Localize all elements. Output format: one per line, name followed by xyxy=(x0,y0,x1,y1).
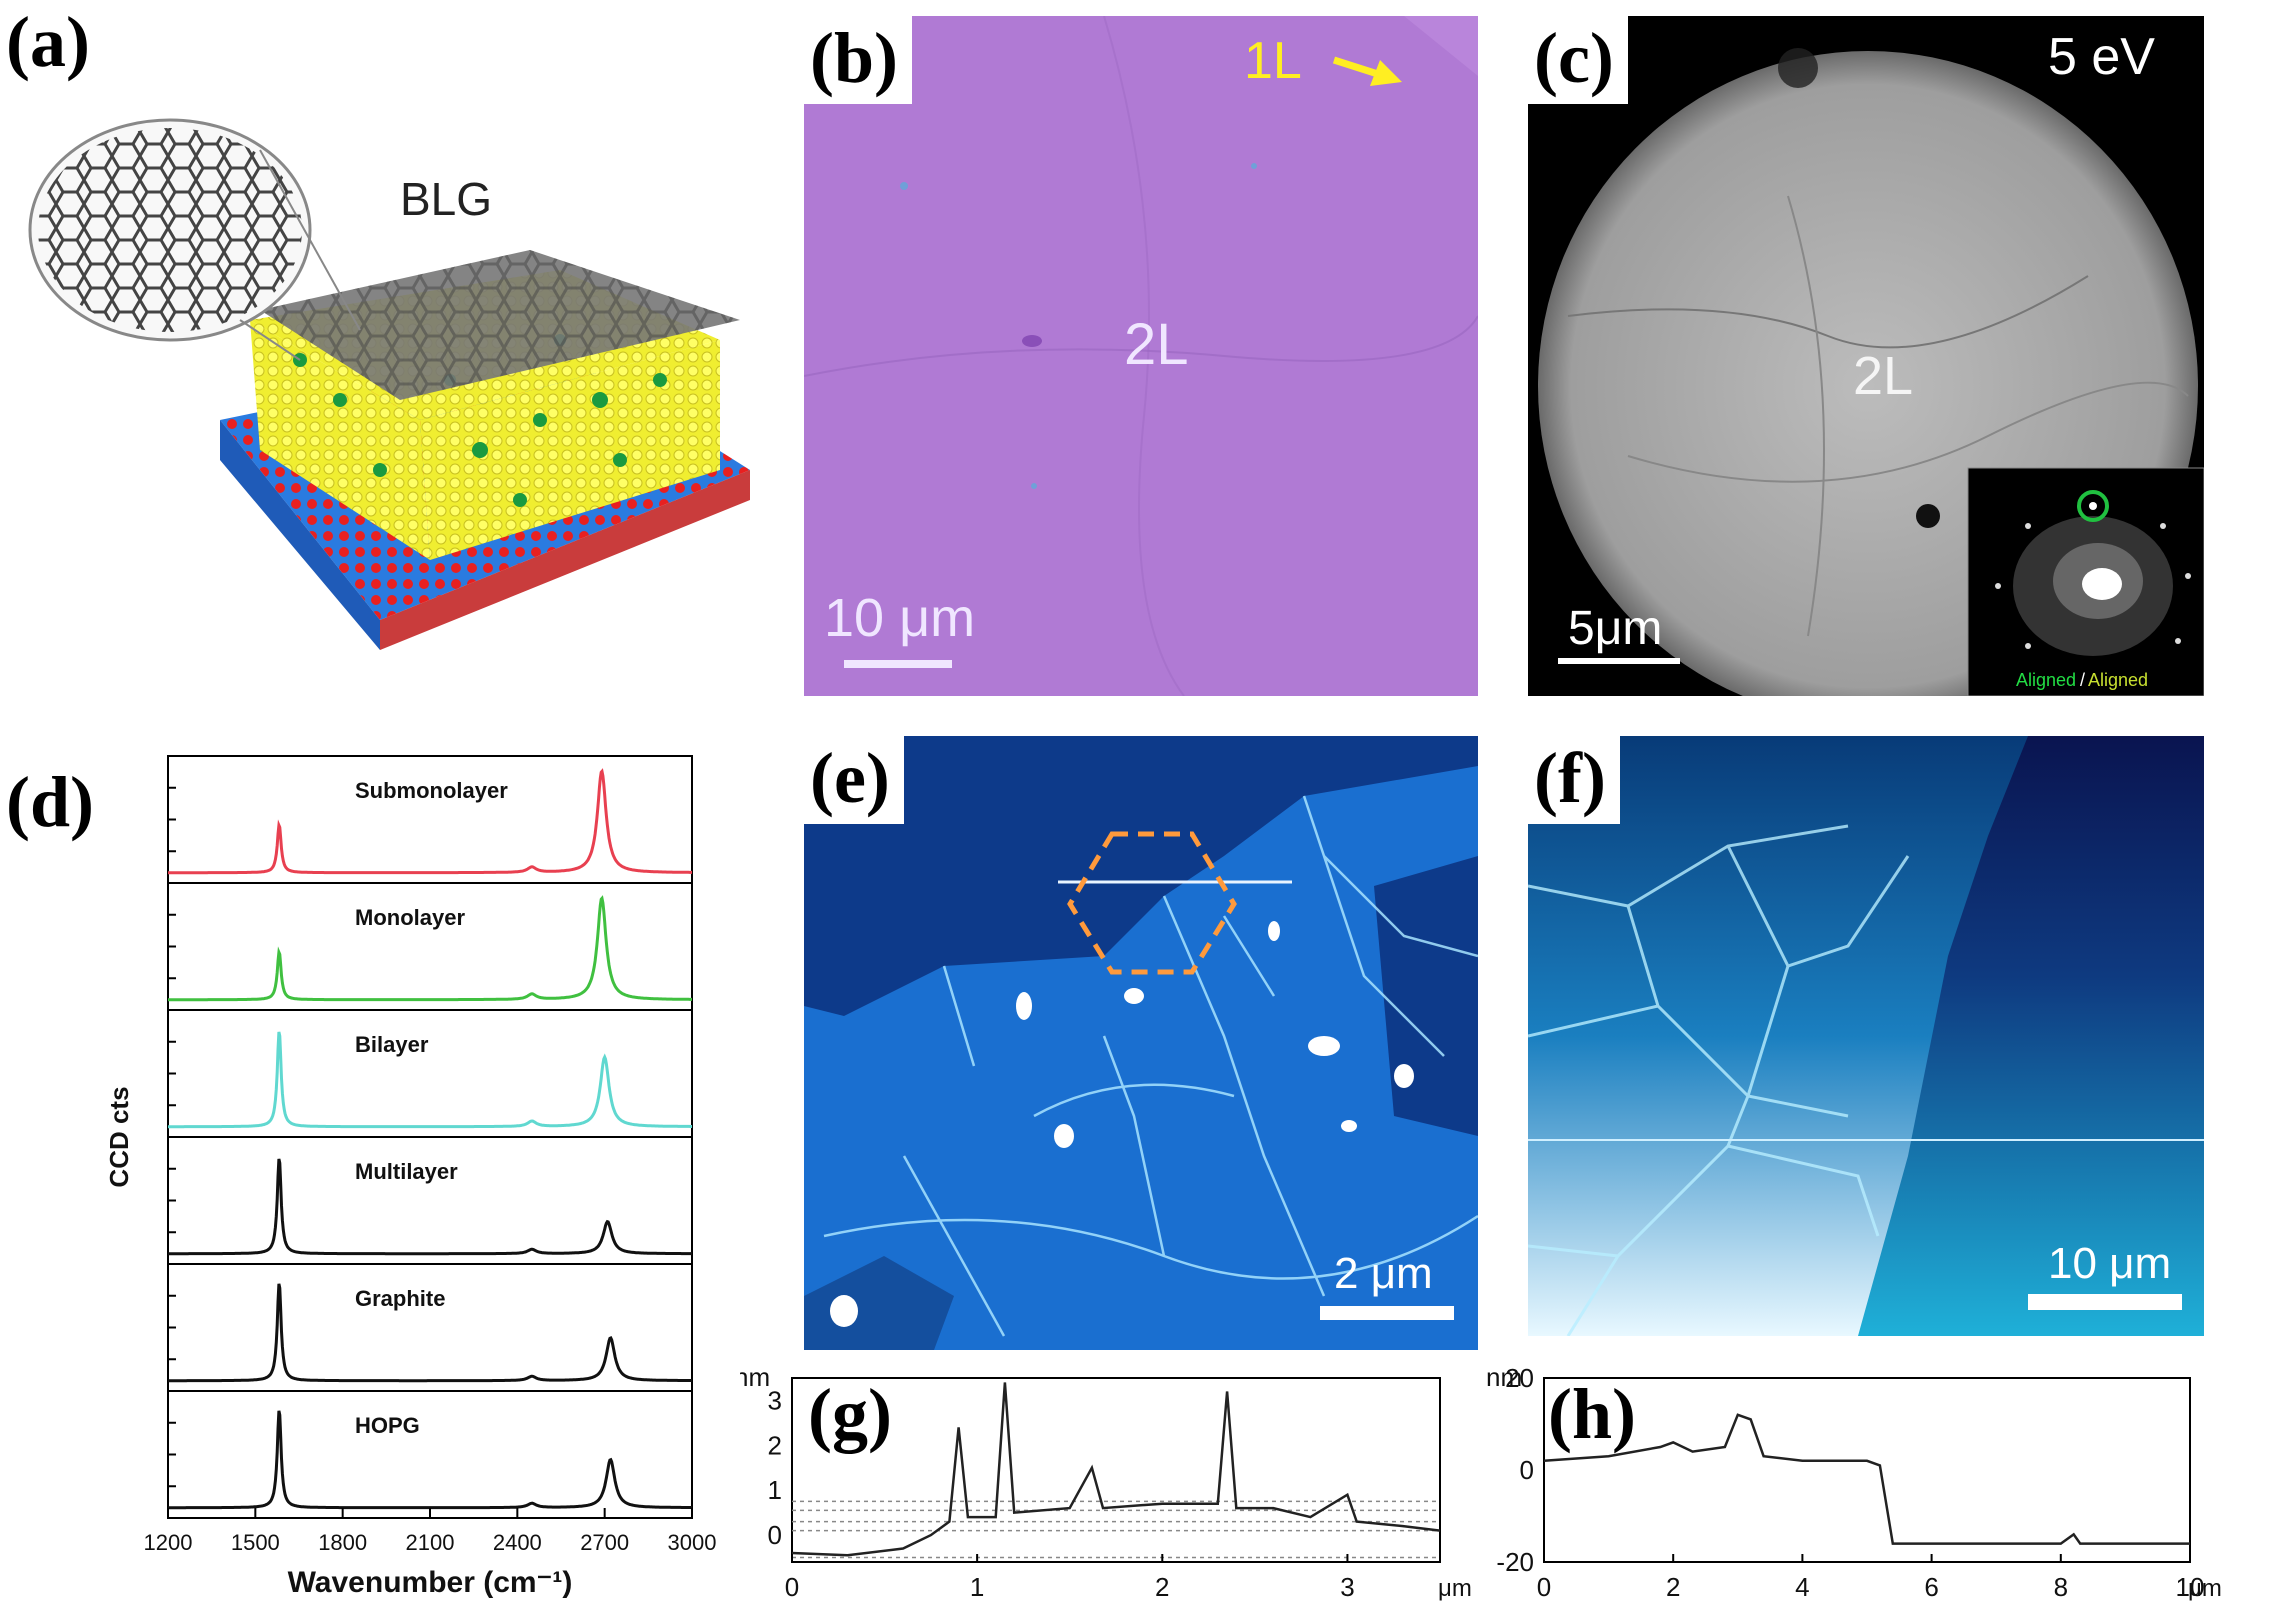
panel-label-e: (e) xyxy=(804,736,904,824)
hexagon-outline xyxy=(1067,831,1237,975)
x-tick-label: 0 xyxy=(785,1572,799,1602)
spectrum-name: Graphite xyxy=(355,1286,445,1311)
inset-text-aligned-1: Aligned xyxy=(2016,670,2076,690)
panel-c: 5 eV 2L 5μm Aligned / Aligned (c) xyxy=(1528,16,2204,696)
spectrum-name: Multilayer xyxy=(355,1159,458,1184)
x-tick-label: 4 xyxy=(1795,1572,1809,1602)
y-tick-label: -20 xyxy=(1496,1547,1534,1577)
x-unit-label: μm xyxy=(2188,1575,2222,1602)
panel-label-g: (g) xyxy=(808,1374,892,1454)
panel-label-b: (b) xyxy=(804,16,912,104)
scalebar xyxy=(2028,1294,2182,1310)
x-tick-label: 1200 xyxy=(144,1530,193,1555)
spectrum-name: HOPG xyxy=(355,1413,420,1438)
spectrum-frame xyxy=(167,1009,693,1138)
afm-image-e: 2 μm xyxy=(804,736,1478,1350)
panel-label-a: (a) xyxy=(0,0,104,88)
x-tick-label: 2400 xyxy=(493,1530,542,1555)
scalebar-text: 2 μm xyxy=(1334,1249,1433,1298)
panel-d: Submonolayer Monolayer Bilayer Multilayer Gr… xyxy=(0,740,720,1622)
panel-h: 0 2 4 6 8 10 -20 0 20 μm nm (h) xyxy=(1480,1350,2272,1622)
x-tick-label: 3 xyxy=(1340,1572,1354,1602)
spectrum-line xyxy=(168,1410,692,1510)
panel-label-c: (c) xyxy=(1528,16,1628,104)
spectrum-line xyxy=(168,1158,692,1256)
x-tick-label: 10 xyxy=(2176,1572,2205,1602)
x-tick-label: 1 xyxy=(970,1572,984,1602)
x-tick-label: 2 xyxy=(1666,1572,1680,1602)
x-tick-label: 1800 xyxy=(318,1530,367,1555)
inset-text-sep: / xyxy=(2080,670,2085,690)
spectrum-frame xyxy=(167,882,693,1011)
y-tick-label: 0 xyxy=(768,1520,782,1550)
plot-frame xyxy=(1543,1377,2191,1563)
y-unit-label: nm xyxy=(1486,1362,1522,1392)
y-tick-label: 3 xyxy=(768,1385,782,1415)
spectrum-line xyxy=(168,768,692,875)
spectrum-frame xyxy=(167,1136,693,1265)
x-tick-label: 8 xyxy=(2054,1572,2068,1602)
spectrum-name: Submonolayer xyxy=(355,778,508,803)
x-tick-label: 2100 xyxy=(406,1530,455,1555)
panel-a: BLG (a) xyxy=(0,0,770,700)
bilayer-graphene-schematic: BLG xyxy=(28,118,750,650)
y-tick-label: 20 xyxy=(1505,1363,1534,1393)
panel-label-d: (d) xyxy=(0,760,108,848)
spectrum-frame xyxy=(167,1390,693,1519)
profile-line xyxy=(791,1382,1441,1557)
spectrum-frame xyxy=(167,1263,693,1392)
x-tick-label: 3000 xyxy=(668,1530,717,1555)
spectrum-name: Monolayer xyxy=(355,905,465,930)
leem-image: 5 eV 2L 5μm Aligned / Aligned xyxy=(1538,28,2204,696)
x-tick-label: 0 xyxy=(1537,1572,1551,1602)
panel-f: 10 μm (f) xyxy=(1528,736,2204,1336)
scalebar-text: 10 μm xyxy=(824,588,975,648)
scalebar-text: 5μm xyxy=(1568,602,1662,655)
yellow-arrow-icon xyxy=(1332,56,1402,86)
x-unit-label: μm xyxy=(1438,1575,1472,1602)
y-tick-label: 0 xyxy=(1520,1455,1534,1485)
scalebar xyxy=(844,660,952,668)
x-tick-label: 6 xyxy=(1924,1572,1938,1602)
blg-label: BLG xyxy=(400,173,492,225)
leed-inset: Aligned / Aligned xyxy=(1967,467,2204,696)
raman-chart: Submonolayer Monolayer Bilayer Multilayer Gr… xyxy=(104,755,717,1599)
label-1l: 1L xyxy=(1244,32,1302,90)
x-tick-label: 1500 xyxy=(231,1530,280,1555)
spectrum-name: Bilayer xyxy=(355,1032,429,1057)
panel-label-f: (f) xyxy=(1528,736,1620,824)
energy-label: 5 eV xyxy=(2048,28,2155,86)
inset-text-aligned-2: Aligned xyxy=(2088,670,2148,690)
optical-image: 1L 2L 10 μm xyxy=(804,16,1478,696)
panel-label-h: (h) xyxy=(1548,1374,1636,1454)
panel-e: 2 μm (e) xyxy=(804,736,1478,1350)
y-axis-label: CCD cts xyxy=(104,1086,134,1187)
scalebar-text: 10 μm xyxy=(2048,1239,2171,1288)
panel-g: 0 1 2 3 0 1 2 3 μm nm (g) xyxy=(740,1350,1480,1622)
panel-b: 1L 2L 10 μm (b) xyxy=(804,16,1478,696)
spectrum-line xyxy=(168,895,692,1002)
y-tick-label: 1 xyxy=(768,1475,782,1505)
spectrum-line xyxy=(168,1031,692,1129)
y-tick-label: 2 xyxy=(768,1430,782,1460)
spectrum-frame xyxy=(167,755,693,884)
label-2l: 2L xyxy=(1853,346,1913,406)
y-unit-label: nm xyxy=(740,1362,770,1392)
height-profile-g: 0 1 2 3 0 1 2 3 μm nm xyxy=(740,1362,1472,1602)
scalebar xyxy=(1320,1306,1454,1320)
x-tick-label: 2700 xyxy=(580,1530,629,1555)
x-tick-label: 2 xyxy=(1155,1572,1169,1602)
scalebar xyxy=(1558,658,1680,664)
x-axis-label: Wavenumber (cm⁻¹) xyxy=(288,1566,573,1599)
afm-image-f: 10 μm xyxy=(1528,736,2204,1336)
spectrum-line xyxy=(168,1283,692,1383)
profile-line xyxy=(1543,1413,2190,1545)
label-2l: 2L xyxy=(1124,312,1189,377)
